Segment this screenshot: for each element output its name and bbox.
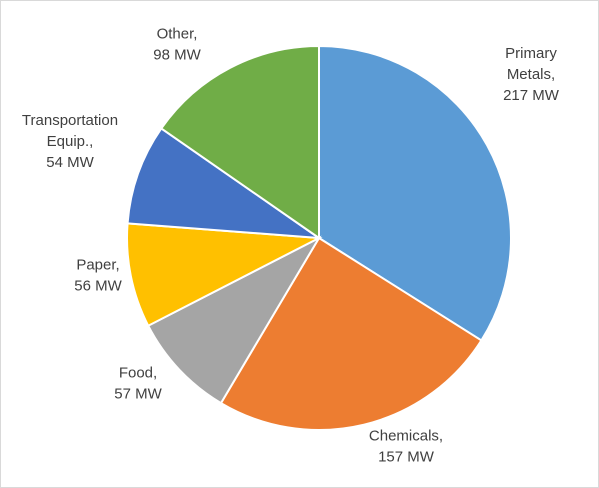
pie-slice-transportation-equip bbox=[126, 127, 323, 240]
data-label-line: Other, bbox=[157, 26, 198, 43]
pie-slices bbox=[126, 44, 512, 431]
data-label-primary-metals: Primary Metals, 217 MW bbox=[503, 45, 560, 104]
data-label-other: Other, 98 MW bbox=[153, 26, 201, 64]
pie-slice-paper bbox=[126, 222, 323, 328]
pie-slice-chemicals bbox=[219, 236, 483, 431]
data-label-line: Metals, bbox=[507, 66, 555, 83]
pie-labels: Primary Metals, 217 MW Chemicals, 157 MW Food… bbox=[22, 26, 560, 466]
data-label-transportation-equip: Transportation Equip., 54 MW bbox=[22, 112, 118, 171]
data-label-line: 98 MW bbox=[153, 47, 201, 64]
data-label-line: 56 MW bbox=[74, 278, 122, 295]
data-label-line: Chemicals, bbox=[369, 428, 443, 445]
data-label-line: Food, bbox=[119, 365, 157, 382]
data-label-line: Transportation bbox=[22, 112, 118, 129]
data-label-line: 57 MW bbox=[114, 386, 162, 403]
pie-slice-primary-metals bbox=[318, 44, 512, 342]
data-label-line: 217 MW bbox=[503, 87, 560, 104]
data-label-line: Paper, bbox=[76, 257, 119, 274]
pie-slice-food bbox=[146, 235, 322, 405]
data-label-chemicals: Chemicals, 157 MW bbox=[369, 428, 443, 466]
data-label-line: Primary bbox=[505, 45, 557, 62]
data-label-food: Food, 57 MW bbox=[114, 365, 162, 403]
data-label-paper: Paper, 56 MW bbox=[74, 257, 122, 295]
pie-slice-other bbox=[159, 44, 320, 240]
data-label-line: 157 MW bbox=[378, 449, 435, 466]
data-label-line: Equip., bbox=[47, 133, 94, 150]
data-label-line: 54 MW bbox=[46, 154, 94, 171]
